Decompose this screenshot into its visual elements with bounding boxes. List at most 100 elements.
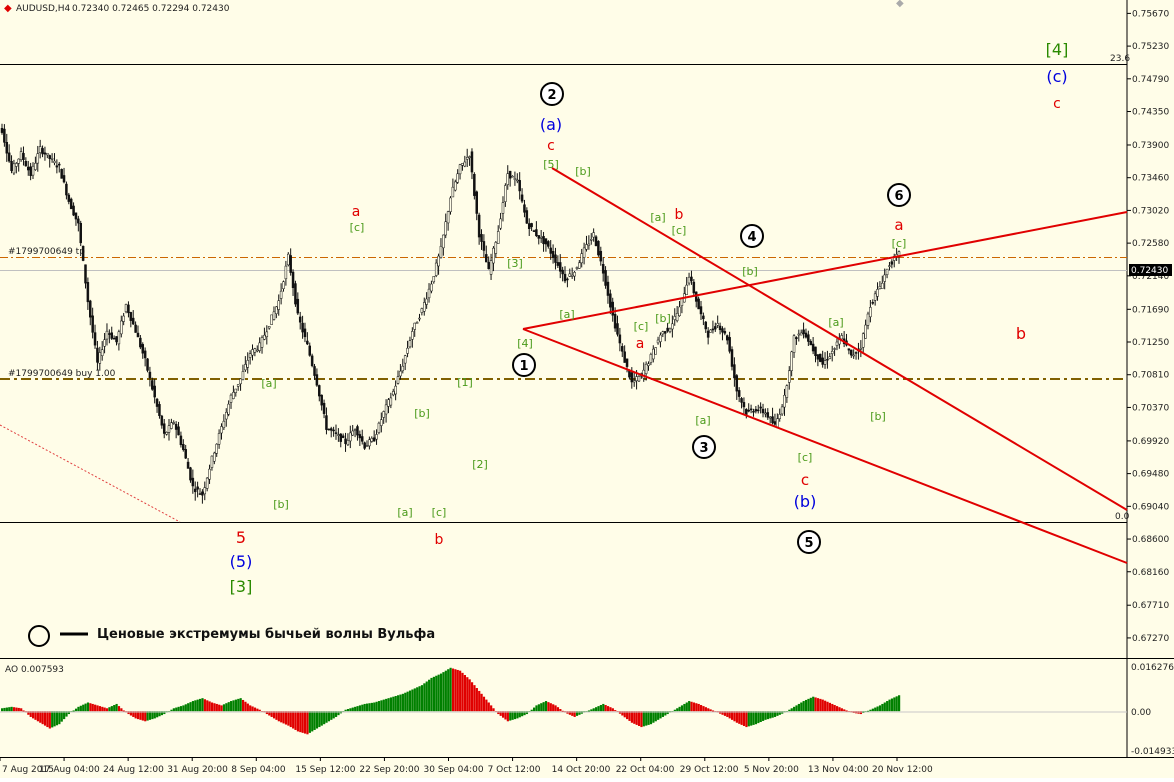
candle-body bbox=[582, 247, 586, 258]
candle-body bbox=[709, 329, 712, 333]
label-r-b-right: b bbox=[1016, 324, 1026, 343]
candle-body bbox=[454, 181, 457, 191]
candle-body bbox=[360, 436, 364, 442]
ao-bar bbox=[53, 711, 56, 727]
candle-body bbox=[592, 232, 595, 238]
ao-bar bbox=[117, 706, 121, 712]
candle-body bbox=[184, 449, 187, 459]
candle-body bbox=[189, 467, 192, 481]
candle-body bbox=[275, 306, 278, 314]
ao-bar bbox=[530, 709, 533, 712]
candle-body bbox=[380, 419, 383, 426]
candle-body bbox=[740, 398, 743, 403]
candle-body bbox=[198, 493, 202, 495]
ao-bar bbox=[439, 673, 443, 712]
ao-bar bbox=[556, 707, 560, 712]
candle-body bbox=[186, 461, 190, 469]
candle-body bbox=[26, 166, 30, 171]
candle-body bbox=[558, 262, 562, 272]
candle-body bbox=[807, 334, 810, 342]
ao-bar bbox=[516, 711, 519, 719]
price-tick-label: 0.73020 bbox=[1132, 206, 1169, 216]
candle-body bbox=[609, 293, 612, 308]
candle-body bbox=[308, 345, 311, 356]
label-r-a9: a bbox=[894, 216, 903, 234]
ao-label: AO 0.007593 bbox=[5, 665, 64, 675]
ao-bar bbox=[733, 711, 736, 722]
candle-body bbox=[177, 426, 180, 436]
wave-5-marker: 5 bbox=[797, 530, 821, 554]
candle-body bbox=[3, 128, 6, 143]
candle-body bbox=[439, 245, 443, 258]
candle-body bbox=[396, 376, 400, 384]
ao-bar bbox=[51, 711, 54, 728]
ao-bar bbox=[299, 711, 302, 733]
candle-body bbox=[573, 272, 576, 277]
candle-body bbox=[811, 343, 815, 352]
ao-bar bbox=[344, 709, 347, 712]
ao-bar bbox=[747, 711, 750, 727]
ao-bar bbox=[702, 706, 705, 712]
ao-bar bbox=[511, 711, 514, 720]
wave-6-marker: 6 bbox=[887, 183, 911, 207]
candle-body bbox=[227, 403, 230, 415]
symbol-icon: ◆ bbox=[4, 3, 12, 14]
ao-bar bbox=[509, 711, 512, 721]
candle-body bbox=[203, 487, 207, 495]
ao-bar bbox=[308, 711, 311, 733]
ao-bar bbox=[113, 705, 116, 712]
ao-bar bbox=[707, 708, 710, 712]
ao-bar bbox=[673, 709, 676, 712]
ao-bar bbox=[144, 711, 147, 722]
candle-body bbox=[110, 332, 113, 339]
ao-bar bbox=[573, 711, 576, 717]
ao-bar bbox=[738, 711, 741, 724]
wave-2-marker: 2 bbox=[540, 82, 564, 106]
ao-bar bbox=[859, 711, 863, 715]
ao-bar bbox=[284, 711, 288, 725]
candle-body bbox=[239, 378, 242, 385]
label-r-a5: a bbox=[636, 336, 645, 352]
ao-bar bbox=[878, 705, 882, 712]
candle-body bbox=[349, 432, 352, 442]
ao-bar bbox=[745, 711, 748, 728]
ao-bar bbox=[160, 711, 164, 716]
price-tick-label: 0.72580 bbox=[1132, 239, 1169, 249]
candle-body bbox=[861, 333, 865, 348]
candles-group bbox=[0, 123, 901, 504]
ao-bar bbox=[387, 698, 390, 712]
candle-body bbox=[358, 434, 362, 439]
ao-bar bbox=[575, 711, 579, 716]
ao-bar bbox=[67, 711, 70, 715]
ao-bar bbox=[418, 686, 421, 712]
label-g-a3: [a] bbox=[559, 308, 574, 321]
price-tick-label: 0.67710 bbox=[1132, 601, 1169, 611]
wave-5-number: 5 bbox=[804, 536, 813, 551]
ao-bar bbox=[377, 701, 381, 712]
ao-bar bbox=[773, 711, 777, 717]
ao-bar bbox=[659, 711, 662, 719]
ao-bar bbox=[797, 703, 801, 712]
ao-bar bbox=[492, 708, 495, 712]
candle-body bbox=[129, 312, 133, 321]
price-tick-label: 0.73900 bbox=[1132, 141, 1169, 151]
candle-body bbox=[671, 323, 674, 330]
candle-body bbox=[613, 313, 617, 329]
candle-body bbox=[728, 337, 731, 352]
candle-body bbox=[43, 152, 47, 155]
candle-body bbox=[442, 234, 445, 249]
candle-body bbox=[158, 404, 161, 416]
candle-body bbox=[487, 262, 490, 270]
wave-4-marker: 4 bbox=[740, 224, 764, 248]
ao-bar bbox=[268, 711, 271, 716]
candle-body bbox=[792, 335, 796, 353]
ao-bar bbox=[628, 711, 631, 721]
symbol-name: AUDUSD,H4 bbox=[16, 4, 71, 14]
ao-bar bbox=[98, 706, 102, 712]
candle-body bbox=[253, 348, 257, 353]
candle-body bbox=[69, 198, 73, 210]
candle-body bbox=[632, 380, 636, 383]
candle-body bbox=[675, 313, 679, 321]
ao-bar bbox=[239, 698, 242, 712]
label-g-2: [2] bbox=[472, 458, 488, 471]
